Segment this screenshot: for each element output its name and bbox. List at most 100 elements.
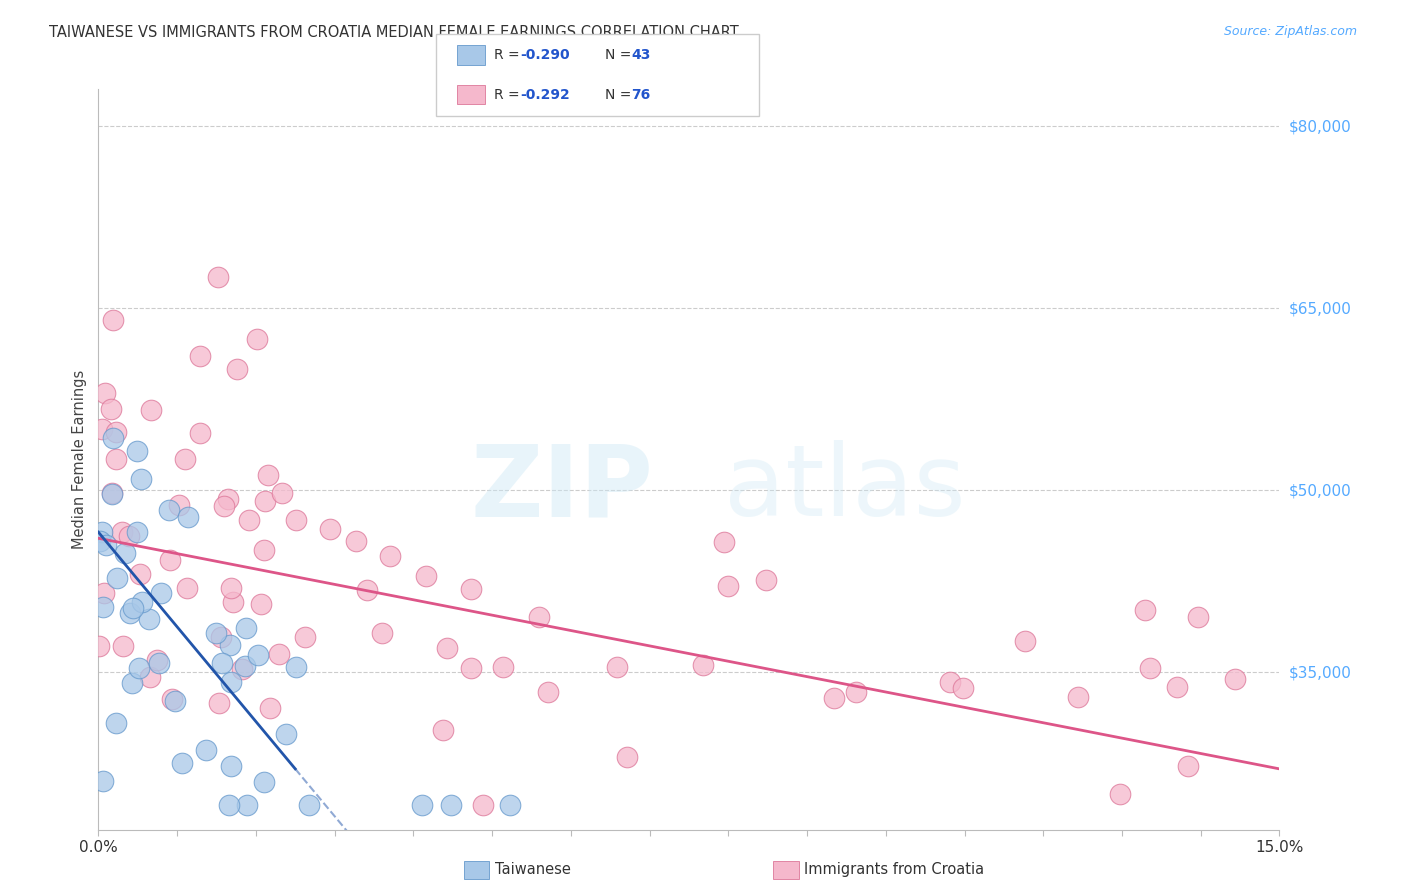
Text: ZIP: ZIP (471, 441, 654, 538)
Point (177, 509, 200, 524)
Point (235, 798, 257, 813)
Point (217, 491, 239, 506)
Point (460, 582, 482, 596)
Point (823, 690, 845, 705)
Point (101, 431, 124, 445)
Point (285, 513, 308, 527)
Text: 76: 76 (631, 87, 651, 102)
Point (222, 595, 245, 609)
Point (89, 533, 111, 548)
Point (371, 626, 394, 640)
Point (207, 270, 229, 285)
Text: 43: 43 (631, 48, 651, 62)
Point (100, 487, 122, 501)
Point (141, 403, 163, 417)
Point (1109, 788, 1132, 802)
Point (195, 743, 218, 757)
Point (188, 349, 211, 363)
Point (378, 549, 401, 563)
Point (319, 522, 342, 536)
Text: R =: R = (494, 87, 523, 102)
Point (146, 653, 169, 667)
Point (129, 566, 152, 581)
Point (939, 674, 962, 689)
Point (139, 670, 162, 684)
Point (219, 675, 242, 690)
Point (356, 583, 378, 598)
Point (1135, 602, 1157, 616)
Point (125, 525, 148, 540)
Point (259, 700, 281, 714)
Point (93, 586, 115, 600)
Point (527, 610, 550, 624)
Text: atlas: atlas (724, 441, 966, 538)
Text: TAIWANESE VS IMMIGRANTS FROM CROATIA MEDIAN FEMALE EARNINGS CORRELATION CHART: TAIWANESE VS IMMIGRANTS FROM CROATIA MED… (49, 25, 740, 40)
Point (432, 723, 454, 737)
Point (1166, 680, 1188, 694)
Point (440, 798, 463, 813)
Point (755, 573, 778, 587)
Point (250, 597, 273, 611)
Point (717, 579, 740, 593)
Point (231, 662, 253, 676)
Point (104, 425, 127, 440)
Point (284, 660, 307, 674)
Point (492, 660, 515, 674)
Text: Immigrants from Croatia: Immigrants from Croatia (804, 863, 984, 877)
Point (87, 639, 110, 653)
Point (208, 697, 231, 711)
Point (411, 798, 433, 813)
Point (253, 775, 276, 789)
Text: Source: ZipAtlas.com: Source: ZipAtlas.com (1223, 25, 1357, 38)
Point (1187, 609, 1209, 624)
Point (252, 543, 274, 558)
Point (267, 647, 290, 661)
Text: R =: R = (494, 48, 523, 62)
Point (91, 774, 114, 789)
Point (118, 529, 141, 543)
Point (471, 798, 494, 813)
Point (219, 638, 242, 652)
Point (274, 727, 297, 741)
Point (233, 659, 256, 673)
Point (128, 661, 150, 675)
Point (131, 595, 153, 609)
Point (713, 535, 735, 549)
Point (170, 756, 193, 770)
Text: -0.292: -0.292 (520, 87, 569, 102)
Point (537, 684, 560, 698)
Point (257, 467, 280, 482)
Point (952, 681, 974, 696)
Text: -0.290: -0.290 (520, 48, 569, 62)
Point (167, 498, 190, 512)
Point (606, 660, 628, 674)
Point (235, 621, 257, 635)
Point (219, 759, 242, 773)
Point (247, 648, 270, 662)
Point (1067, 690, 1090, 705)
Point (238, 513, 260, 527)
Point (163, 694, 186, 708)
Point (460, 661, 482, 675)
Point (101, 486, 124, 500)
Point (211, 657, 233, 671)
Point (160, 692, 183, 706)
Point (211, 630, 233, 644)
Point (105, 571, 128, 585)
Point (176, 581, 198, 595)
Point (298, 798, 321, 813)
Point (96, 538, 118, 552)
Point (845, 685, 868, 699)
Point (1014, 633, 1036, 648)
Point (344, 534, 367, 549)
Point (148, 656, 170, 670)
Point (90, 422, 112, 436)
Point (436, 640, 458, 655)
Point (104, 451, 127, 466)
Point (112, 639, 135, 653)
Point (1139, 661, 1161, 675)
Point (159, 553, 181, 567)
Point (271, 486, 294, 500)
Y-axis label: Median Female Earnings: Median Female Earnings (72, 370, 87, 549)
Point (1177, 759, 1199, 773)
